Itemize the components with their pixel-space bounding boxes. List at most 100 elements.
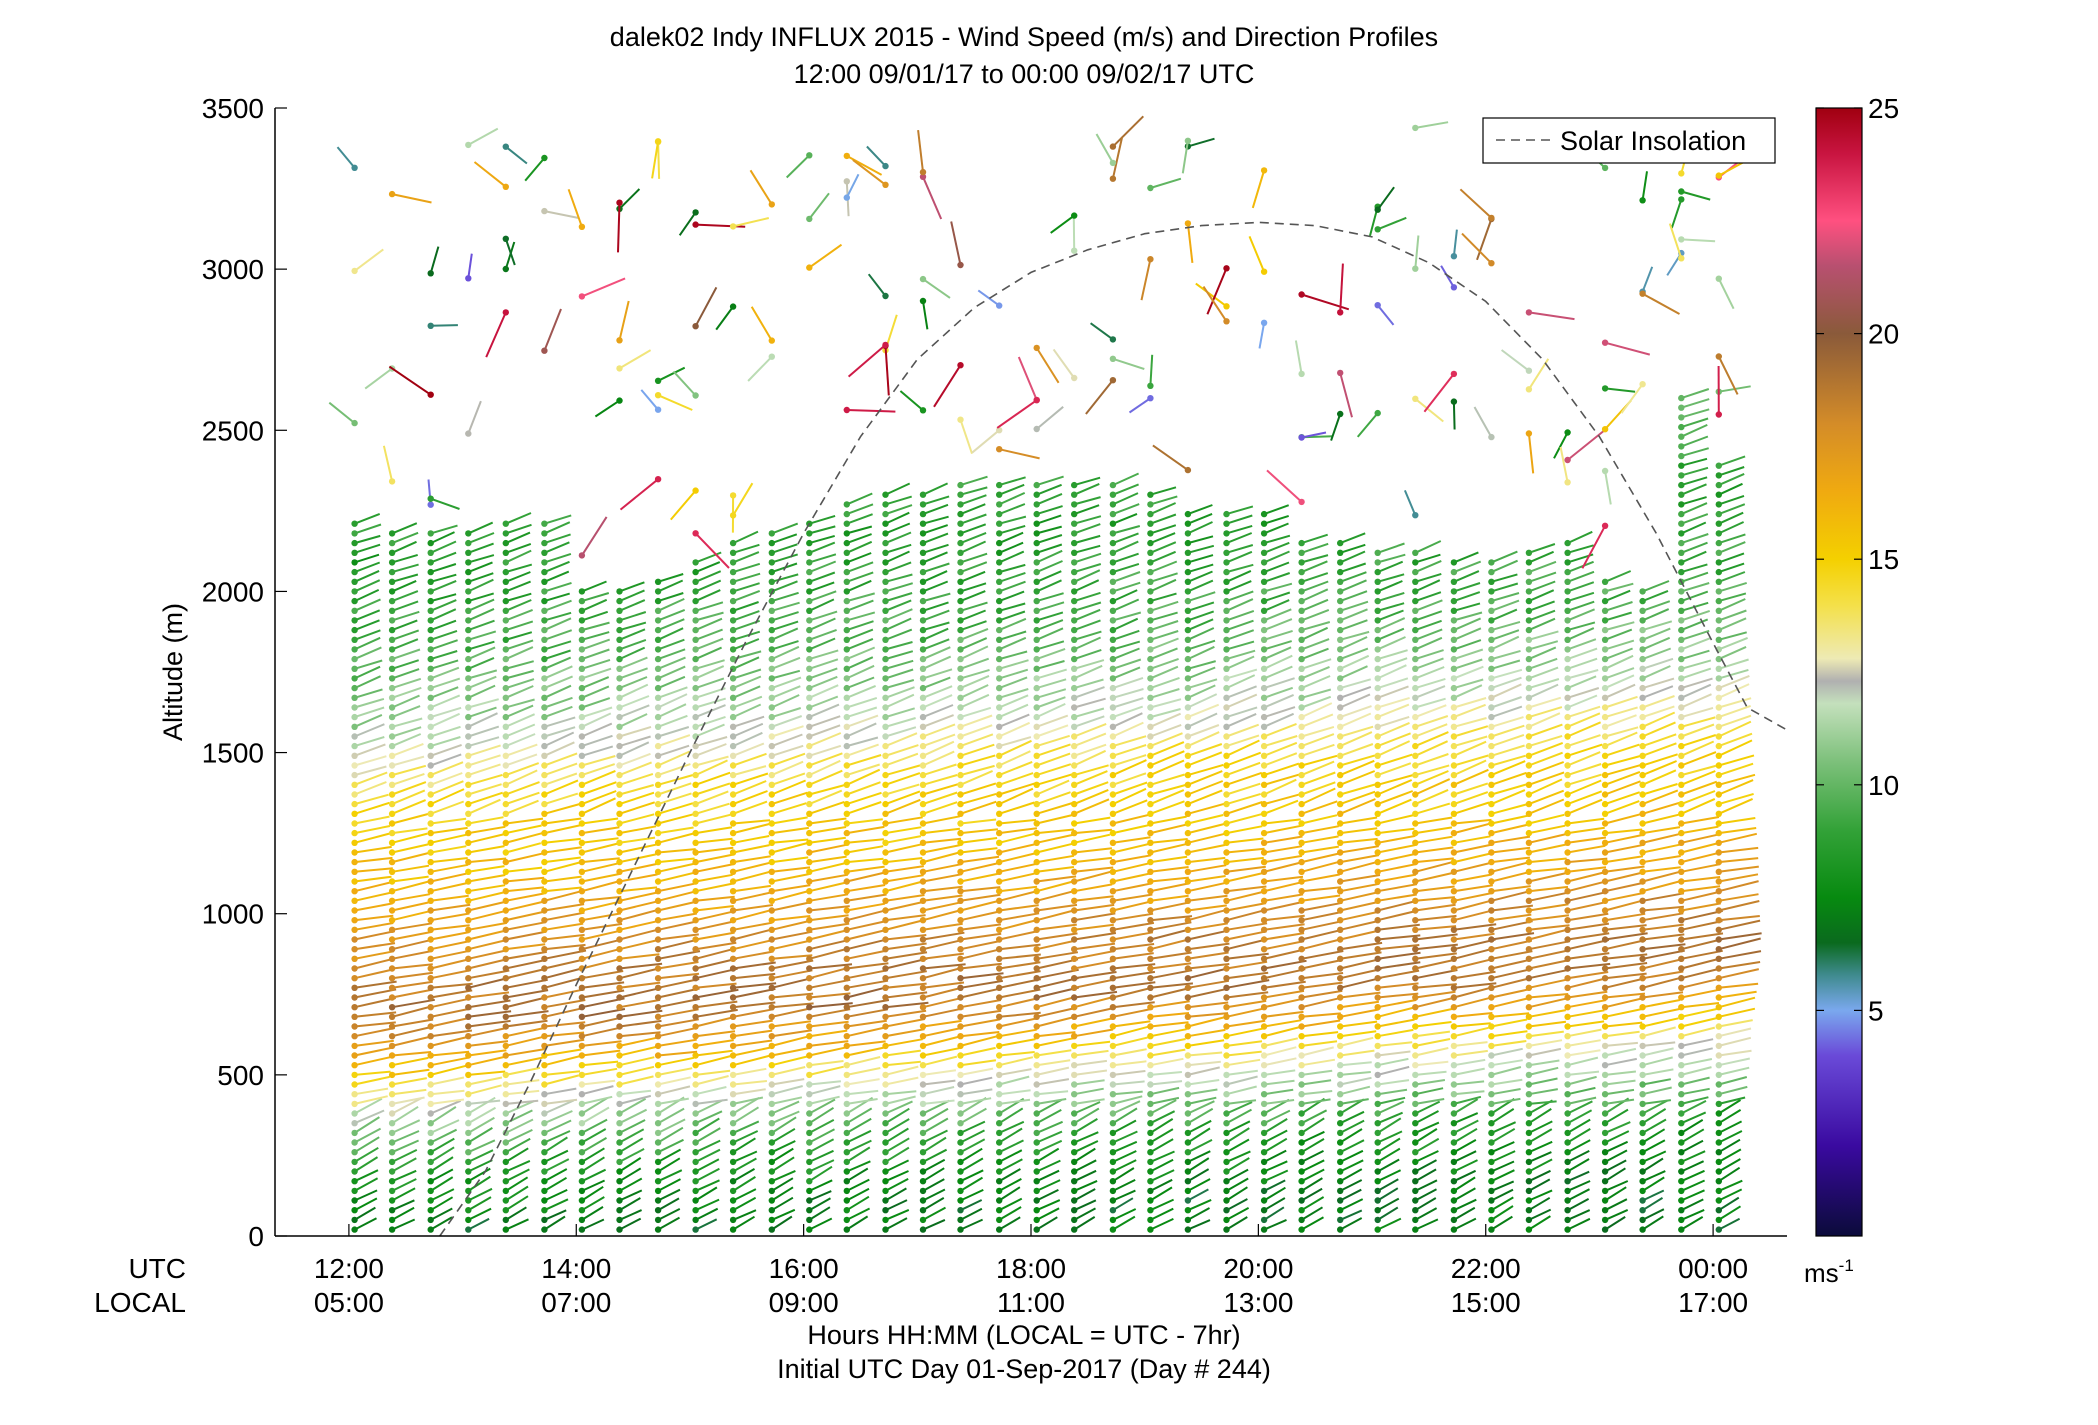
wind-barb-point [1223,636,1230,643]
wind-barb [1528,1100,1557,1105]
wind-barb-point [1450,820,1458,827]
wind-barb [1226,902,1267,912]
wind-barb-point [465,1013,472,1020]
wind-barb-point [1374,1071,1381,1079]
wind-barb-point [351,994,358,1001]
wind-barb [1112,629,1140,641]
wind-barb [785,154,811,179]
wind-barb-point [502,742,509,750]
wind-barb-point [654,138,662,145]
wind-barb [846,871,886,883]
wind-barb-point [578,713,586,721]
wind-barb-point [541,858,548,866]
wind-barb [1453,617,1482,632]
wind-barb [1150,732,1183,748]
wind-barb [999,970,1041,980]
wind-barb [808,703,840,719]
wind-barb-point [996,975,1003,982]
wind-barb-point [1109,520,1117,527]
wind-barb [430,666,460,680]
wind-barb [998,890,1038,902]
wind-barb [1340,1020,1378,1028]
wind-barb-point [388,1052,396,1059]
wind-barb [771,752,806,767]
wind-barb [1187,1188,1209,1202]
wind-barb [1036,640,1065,651]
wind-barb [1112,357,1145,370]
wind-barb-point [1260,781,1268,788]
wind-barb-point [427,829,434,837]
wind-barb-point [1260,752,1268,759]
wind-barb [1036,734,1070,748]
wind-barb [505,1195,529,1212]
wind-barb-point [843,152,850,160]
wind-barb-point [843,965,850,972]
wind-barb-point [768,723,775,730]
wind-barb-point [616,1052,623,1059]
wind-barb-point [1337,1207,1344,1214]
wind-barb-point [1033,936,1040,943]
wind-barb-point [1109,742,1117,750]
wind-barb-point [996,427,1003,434]
wind-barb-point [541,607,548,614]
wind-barb [581,862,620,873]
wind-barb-point [882,626,889,634]
wind-barb-point [1374,1149,1381,1156]
wind-barb-point [1223,994,1230,1001]
wind-barb-point [843,791,850,798]
wind-barb-point [882,501,889,508]
wind-barb-point [843,1100,850,1108]
wind-barb [1528,723,1563,738]
wind-barb [619,986,662,999]
wind-barb-point [1184,607,1192,614]
wind-barb-point [1184,1042,1192,1050]
wind-barb-point [1374,975,1381,982]
wind-barb [998,694,1029,709]
wind-barb [581,1040,622,1047]
wind-barb-point [427,568,434,576]
wind-barb-point [919,897,927,904]
wind-barb-point [1488,646,1495,653]
wind-barb-point [1184,723,1192,730]
wind-barb-point [427,391,434,398]
wind-barb-point [1223,752,1230,759]
wind-barb [354,619,380,632]
wind-barb-point [1525,829,1533,837]
wind-barb-point [1337,955,1344,962]
wind-barb [960,939,1002,951]
wind-barb [1301,814,1338,825]
wind-barb [1263,1206,1285,1221]
wind-barb-point [1147,617,1154,624]
wind-barb-point [1412,1139,1419,1146]
wind-barb [619,953,660,960]
wind-barb-point [654,1168,662,1175]
wind-barb-point [502,684,509,692]
wind-barb [468,865,505,873]
wind-barb-point [654,1139,662,1146]
wind-barb [1150,969,1193,980]
wind-barb-point [388,549,396,556]
wind-barb [771,915,811,922]
wind-barb [1073,1216,1096,1231]
wind-barb-point [502,1149,509,1156]
wind-barb [771,1078,805,1086]
wind-barb [846,1098,878,1105]
wind-barb [960,475,988,487]
wind-barb-point [1109,1062,1117,1069]
wind-barb-point [1564,1187,1571,1195]
wind-barb-point [729,1129,737,1137]
wind-barb [922,1129,948,1144]
wind-barb [1150,1080,1183,1086]
wind-barb-point [957,684,964,692]
wind-barb-point [919,810,927,817]
wind-barb [1414,1188,1437,1202]
wind-barb-point [1525,1004,1533,1011]
wind-barb [1301,1090,1333,1096]
wind-barb-point [427,946,434,953]
wind-barb-point [919,975,927,982]
wind-barb-point [1109,1158,1117,1166]
wind-barb [1415,1021,1452,1028]
wind-barb [885,942,927,951]
wind-barb [922,1107,949,1125]
wind-barb-point [1488,1158,1495,1166]
